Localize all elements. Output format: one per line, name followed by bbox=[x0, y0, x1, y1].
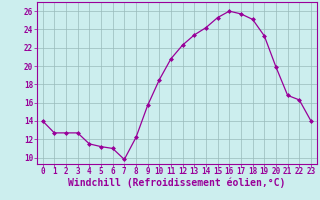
X-axis label: Windchill (Refroidissement éolien,°C): Windchill (Refroidissement éolien,°C) bbox=[68, 178, 285, 188]
